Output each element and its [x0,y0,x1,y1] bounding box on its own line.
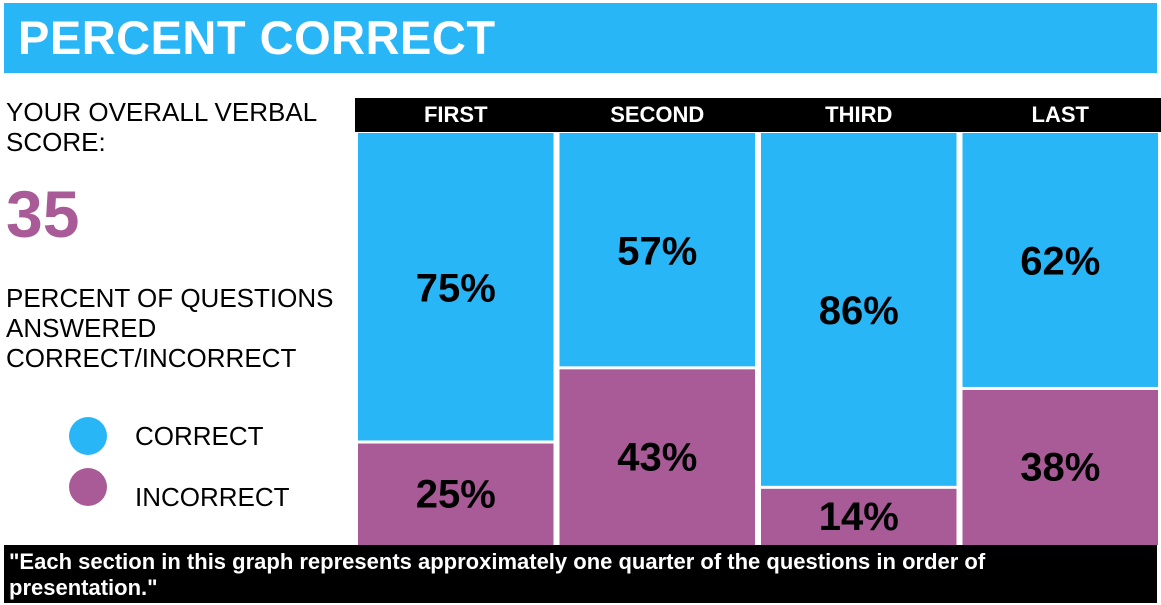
bar-correct-last [962,133,1158,387]
label-correct-first: 75% [416,267,496,311]
category-label-last: LAST [1032,102,1090,127]
label-correct-third: 86% [819,289,899,333]
header-bar: PERCENT CORRECT [4,3,1157,73]
footnote-text: "Each section in this graph represents a… [9,549,986,600]
bar-correct-first [358,133,554,441]
bar-incorrect-third [761,488,957,545]
bar-incorrect-last [962,389,1158,545]
legend-label-incorrect: INCORRECT [135,482,290,512]
page-title: PERCENT CORRECT [18,11,496,64]
label-incorrect-first: 25% [416,473,496,517]
label-incorrect-second: 43% [617,435,697,479]
questions-label: PERCENT OF QUESTIONS ANSWERED CORRECT/IN… [6,283,334,373]
bar-correct-third [761,133,957,486]
category-label-second: SECOND [610,102,704,127]
score-value: 35 [6,177,80,251]
label-correct-second: 57% [617,229,697,273]
legend-dot-correct [69,417,107,455]
category-header-bar [355,98,1161,132]
bar-incorrect-first [358,443,554,545]
label-incorrect-last: 38% [1020,446,1100,490]
bar-correct-second [559,133,755,367]
category-label-third: THIRD [825,102,892,127]
footnote-bar: "Each section in this graph represents a… [4,545,1157,603]
label-correct-last: 62% [1020,240,1100,284]
label-incorrect-third: 14% [819,495,899,539]
legend-label-correct: CORRECT [135,421,264,451]
category-label-first: FIRST [424,102,488,127]
bar-incorrect-second [559,369,755,545]
score-label: YOUR OVERALL VERBAL SCORE: [6,97,317,157]
legend-dot-incorrect [69,468,107,506]
